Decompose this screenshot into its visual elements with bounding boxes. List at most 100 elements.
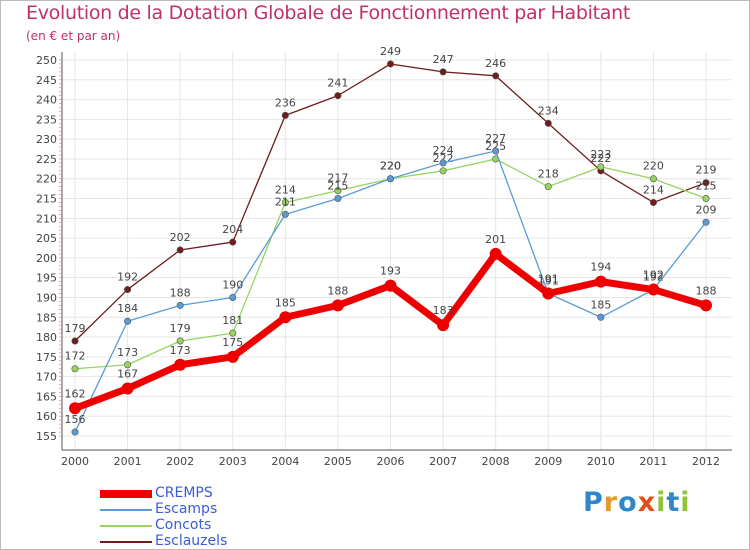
data-label: 188 bbox=[170, 286, 191, 299]
data-point bbox=[226, 350, 239, 363]
data-label: 194 bbox=[590, 261, 611, 274]
y-tick-label: 190 bbox=[36, 291, 57, 304]
data-point bbox=[229, 238, 237, 246]
data-label: 190 bbox=[222, 278, 243, 291]
y-tick-label: 195 bbox=[36, 272, 57, 285]
data-label: 188 bbox=[696, 284, 717, 297]
data-point bbox=[279, 311, 292, 324]
data-label: 185 bbox=[275, 296, 296, 309]
data-label: 220 bbox=[380, 160, 401, 173]
data-label: 234 bbox=[538, 104, 559, 117]
data-label: 173 bbox=[170, 344, 191, 357]
y-tick-label: 165 bbox=[36, 390, 57, 403]
logo-letter: r bbox=[603, 487, 619, 518]
data-label: 156 bbox=[65, 413, 86, 426]
data-label: 209 bbox=[696, 203, 717, 216]
data-point bbox=[334, 195, 342, 203]
data-point bbox=[649, 175, 657, 183]
data-label: 224 bbox=[433, 144, 454, 157]
data-point bbox=[384, 279, 397, 292]
data-label: 214 bbox=[643, 183, 664, 196]
data-label: 193 bbox=[380, 265, 401, 278]
logo-letter: i bbox=[656, 487, 667, 518]
data-point bbox=[542, 287, 555, 300]
data-point bbox=[229, 329, 237, 337]
data-label: 202 bbox=[170, 231, 191, 244]
data-label: 215 bbox=[696, 180, 717, 193]
y-tick-label: 180 bbox=[36, 331, 57, 344]
data-point bbox=[69, 402, 81, 415]
data-label: 192 bbox=[117, 271, 138, 284]
x-tick-label: 2002 bbox=[166, 455, 194, 468]
legend-label: Concots bbox=[155, 517, 212, 533]
y-tick-label: 250 bbox=[36, 54, 57, 67]
data-point bbox=[597, 313, 605, 321]
legend-swatch-cremps bbox=[100, 490, 152, 498]
data-label: 211 bbox=[275, 195, 296, 208]
proxiti-logo: Proxiti bbox=[583, 487, 691, 518]
data-point bbox=[124, 286, 132, 294]
data-point bbox=[124, 317, 132, 325]
x-tick-label: 2006 bbox=[377, 455, 405, 468]
data-point bbox=[281, 111, 289, 119]
x-tick-label: 2001 bbox=[114, 455, 142, 468]
x-tick-label: 2004 bbox=[271, 455, 299, 468]
data-label: 204 bbox=[222, 223, 243, 236]
y-tick-label: 200 bbox=[36, 252, 57, 265]
x-tick-label: 2007 bbox=[429, 455, 457, 468]
data-label: 172 bbox=[65, 350, 86, 363]
y-tick-label: 185 bbox=[36, 311, 57, 324]
legend-swatch-concots bbox=[100, 525, 152, 527]
legend-swatch-escamps bbox=[100, 509, 152, 511]
legend-label: CREMPS bbox=[155, 485, 213, 501]
data-label: 188 bbox=[327, 284, 348, 297]
data-point bbox=[544, 183, 552, 191]
data-point bbox=[492, 147, 500, 155]
data-point bbox=[649, 198, 657, 206]
logo-letter: t bbox=[666, 487, 681, 518]
data-point bbox=[71, 365, 79, 373]
data-label: 246 bbox=[485, 57, 506, 70]
x-tick-label: 2008 bbox=[482, 455, 510, 468]
data-point bbox=[229, 293, 237, 301]
data-label: 181 bbox=[222, 314, 243, 327]
y-tick-label: 205 bbox=[36, 232, 57, 245]
y-tick-label: 160 bbox=[36, 410, 57, 423]
y-tick-label: 245 bbox=[36, 74, 57, 87]
data-point bbox=[71, 428, 79, 436]
x-tick-label: 2009 bbox=[534, 455, 562, 468]
data-label: 220 bbox=[643, 160, 664, 173]
y-tick-label: 175 bbox=[36, 351, 57, 364]
data-point bbox=[489, 247, 502, 260]
x-tick-label: 2005 bbox=[324, 455, 352, 468]
y-tick-label: 215 bbox=[36, 193, 57, 206]
data-point bbox=[439, 167, 447, 175]
data-label: 179 bbox=[65, 322, 86, 335]
data-point bbox=[281, 198, 289, 206]
x-tick-label: 2012 bbox=[692, 455, 720, 468]
y-tick-label: 220 bbox=[36, 173, 57, 186]
data-point bbox=[386, 175, 394, 183]
y-tick-label: 210 bbox=[36, 212, 57, 225]
data-point bbox=[700, 299, 712, 312]
data-point bbox=[647, 283, 660, 296]
data-label: 222 bbox=[590, 152, 611, 165]
data-label: 217 bbox=[327, 172, 348, 185]
data-label: 220 bbox=[380, 160, 401, 173]
plot-area bbox=[62, 52, 732, 450]
data-label: 236 bbox=[275, 96, 296, 109]
data-label: 173 bbox=[117, 346, 138, 359]
data-label: 167 bbox=[117, 368, 138, 381]
chart-subtitle: (en € et par an) bbox=[26, 29, 121, 43]
data-point bbox=[702, 179, 710, 187]
data-point bbox=[597, 163, 605, 171]
y-tick-label: 155 bbox=[36, 430, 57, 443]
data-label: 241 bbox=[327, 77, 348, 90]
data-point bbox=[176, 246, 184, 254]
logo-letter: P bbox=[583, 487, 604, 518]
data-label: 192 bbox=[643, 271, 664, 284]
data-point bbox=[174, 358, 187, 371]
data-point bbox=[176, 337, 184, 345]
data-label: 223 bbox=[590, 148, 611, 161]
